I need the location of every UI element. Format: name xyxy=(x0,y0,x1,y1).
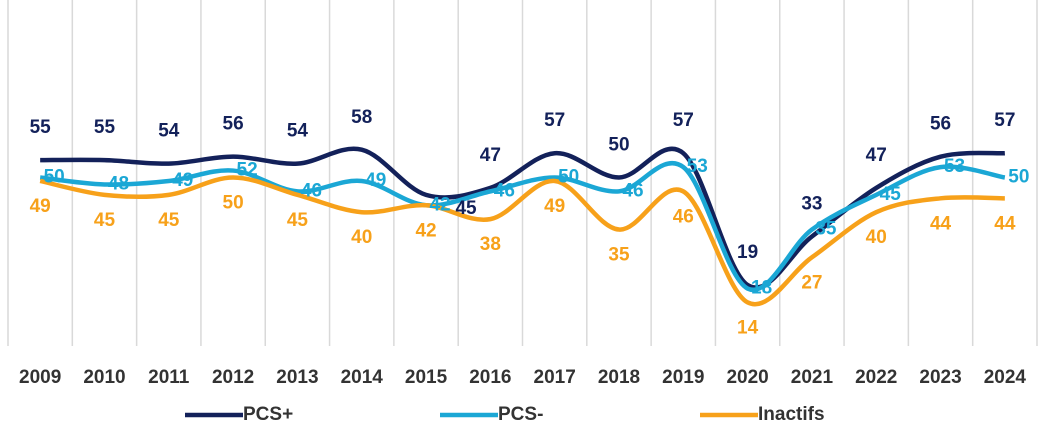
x-tick-label: 2014 xyxy=(341,367,384,388)
legend-label: Inactifs xyxy=(758,404,825,425)
legend-label: PCS- xyxy=(498,404,543,425)
data-label: 53 xyxy=(687,156,708,177)
x-tick-label: 2010 xyxy=(83,367,125,388)
data-label: 56 xyxy=(930,114,951,135)
data-label: 57 xyxy=(994,110,1015,131)
data-label: 35 xyxy=(815,219,837,240)
x-tick-label: 2009 xyxy=(19,367,61,388)
data-label: 49 xyxy=(172,170,193,191)
data-label: 40 xyxy=(351,227,372,248)
x-tick-label: 2024 xyxy=(984,367,1027,388)
data-label: 50 xyxy=(558,167,579,188)
data-label: 50 xyxy=(44,167,65,188)
data-label: 45 xyxy=(880,184,902,205)
data-label: 46 xyxy=(673,206,694,227)
data-label: 47 xyxy=(480,145,501,166)
data-label: 42 xyxy=(415,220,436,241)
data-label: 33 xyxy=(801,194,822,215)
data-label: 44 xyxy=(930,213,952,234)
data-label: 56 xyxy=(223,114,244,135)
x-tick-label: 2021 xyxy=(791,367,834,388)
data-label: 49 xyxy=(30,196,51,217)
data-label: 52 xyxy=(237,160,258,181)
data-label: 57 xyxy=(673,110,694,131)
data-label: 35 xyxy=(608,245,630,266)
x-tick-label: 2011 xyxy=(148,367,190,388)
x-tick-label: 2012 xyxy=(212,367,254,388)
data-label: 42 xyxy=(429,194,450,215)
x-tick-label: 2023 xyxy=(919,367,961,388)
data-label: 27 xyxy=(801,272,822,293)
x-tick-label: 2015 xyxy=(405,367,448,388)
data-label: 58 xyxy=(351,107,372,128)
data-label: 47 xyxy=(866,145,887,166)
data-label: 54 xyxy=(287,121,309,142)
x-tick-label: 2022 xyxy=(855,367,897,388)
x-tick-label: 2020 xyxy=(726,367,768,388)
data-label: 55 xyxy=(94,117,116,138)
series-line xyxy=(39,175,1005,307)
data-label: 40 xyxy=(866,227,887,248)
data-label: 54 xyxy=(158,121,180,142)
data-label: 45 xyxy=(287,210,309,231)
data-label: 49 xyxy=(365,170,386,191)
data-label: 19 xyxy=(737,242,758,263)
data-label: 48 xyxy=(108,173,129,194)
x-tick-label: 2018 xyxy=(598,367,640,388)
data-label: 55 xyxy=(30,117,52,138)
data-label: 50 xyxy=(1008,167,1029,188)
data-label: 38 xyxy=(480,234,501,255)
x-tick-label: 2016 xyxy=(469,367,511,388)
x-tick-label: 2017 xyxy=(534,367,576,388)
legend-label: PCS+ xyxy=(243,404,293,425)
data-label: 46 xyxy=(622,180,643,201)
data-label: 18 xyxy=(751,278,772,299)
x-tick-label: 2013 xyxy=(276,367,318,388)
data-label: 45 xyxy=(94,210,116,231)
data-label: 49 xyxy=(544,196,565,217)
data-label: 44 xyxy=(994,213,1016,234)
data-label: 45 xyxy=(455,198,477,219)
data-label: 14 xyxy=(737,317,759,338)
data-label: 46 xyxy=(301,180,322,201)
data-label: 50 xyxy=(608,135,629,156)
x-tick-label: 2019 xyxy=(662,367,704,388)
data-label: 57 xyxy=(544,110,565,131)
series-line xyxy=(39,160,1006,293)
series-line xyxy=(40,146,1005,290)
data-label: 50 xyxy=(223,193,244,214)
data-label: 45 xyxy=(158,210,180,231)
data-label: 46 xyxy=(494,180,515,201)
data-label: 53 xyxy=(944,156,965,177)
